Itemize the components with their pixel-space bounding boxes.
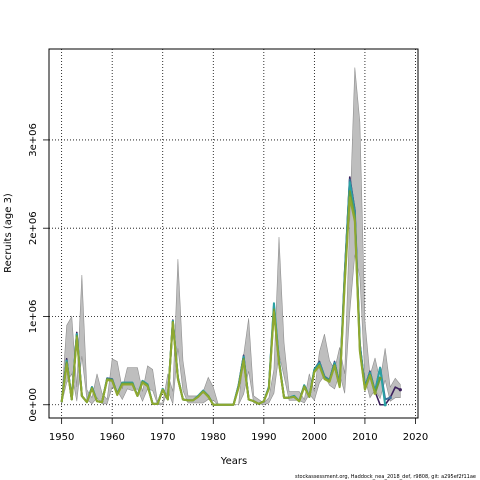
x-tick-label: 1980: [201, 432, 226, 443]
x-tick-label: 1950: [49, 432, 74, 443]
series-line-5: [60, 196, 376, 406]
series-endpoint-4: [378, 376, 382, 380]
series-endpoint-5: [373, 391, 377, 395]
x-tick-label: 1960: [99, 432, 124, 443]
x-axis-label: Years: [220, 456, 247, 467]
series-endpoint-1: [398, 388, 402, 392]
y-tick-label: 2e+06: [28, 211, 39, 245]
x-tick-label: 2010: [352, 432, 377, 443]
footnote: stockassessment.org, Haddock_nea_2018_de…: [295, 474, 476, 480]
series-endpoint-2: [388, 396, 392, 400]
series-lines-layer: [60, 176, 402, 407]
x-tick-label: 2000: [302, 432, 327, 443]
y-tick-label: 0e+00: [28, 388, 39, 422]
series-endpoint-3: [383, 403, 387, 407]
y-axis-label: Recruits (age 3): [3, 193, 14, 273]
y-tick-label: 1e+06: [28, 300, 39, 334]
confidence-band-layer: [61, 67, 401, 406]
x-tick-label: 1970: [150, 432, 175, 443]
y-tick-label: 3e+06: [28, 123, 39, 157]
y-axis: 0e+00 1e+06 2e+06 3e+06: [28, 123, 49, 422]
confidence-band: [61, 67, 401, 406]
x-tick-label: 2020: [403, 432, 428, 443]
plot-frame: [48, 48, 419, 419]
x-axis: 1950 1960 1970 1980 1990 2000 2010 2020: [49, 418, 428, 443]
x-tick-label: 1990: [251, 432, 276, 443]
